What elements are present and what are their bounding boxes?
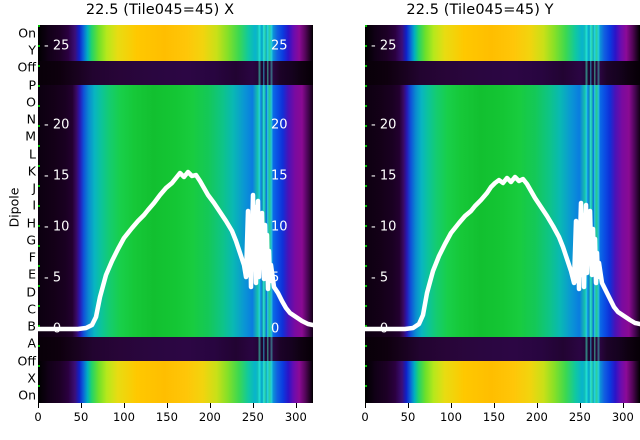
x-tick-label-right-5: 250: [568, 410, 591, 424]
x-tick-right-6: [622, 403, 624, 408]
x-axis-right: 0 50 100 150 200 250 300: [361, 403, 640, 437]
panel-title-y: 22.5 (Tile045=45) Y: [406, 2, 554, 18]
category-axis-left: On Y Off P O N M L K J I H G F E D C B A Off X On: [0, 25, 36, 403]
x-tick-label-right-3: 150: [482, 410, 505, 424]
x-tick-label-left-0: 0: [34, 410, 42, 424]
x-tick-left-5: [252, 403, 254, 408]
left-tick-strip: [365, 25, 367, 403]
band-bottom: [365, 361, 640, 403]
x-tick-label-right-6: 300: [611, 410, 634, 424]
x-tick-label-left-6: 300: [284, 410, 307, 424]
band-bottom: [38, 361, 313, 403]
category-label-left-13: F: [28, 249, 36, 265]
category-label-left-1: Y: [28, 42, 36, 58]
band-upper-gap: [38, 61, 313, 85]
band-upper-gap: [365, 61, 640, 85]
category-label-left-19: Off: [17, 353, 36, 369]
panel-x: 22.5 (Tile045=45) X Dipole - 0 - 5 - 10 …: [0, 2, 313, 437]
x-tick-left-2: [123, 403, 125, 408]
category-label-left-7: L: [29, 146, 36, 162]
x-tick-left-0: [38, 403, 39, 408]
heatmap-axes-x[interactable]: [38, 25, 313, 403]
category-label-left-20: X: [27, 370, 36, 386]
x-tick-label-right-2: 100: [439, 410, 462, 424]
category-label-left-6: M: [25, 128, 36, 144]
category-label-left-0: On: [18, 25, 36, 41]
x-tick-right-1: [407, 403, 409, 408]
category-label-left-11: H: [26, 215, 36, 231]
category-label-left-4: O: [26, 94, 36, 110]
x-tick-label-left-1: 50: [73, 410, 89, 424]
x-tick-label-right-4: 200: [525, 410, 548, 424]
panel-y: 22.5 (Tile045=45) Y - 0 - 5 - 10 - 15 - …: [320, 0, 640, 440]
x-tick-label-left-5: 250: [241, 410, 264, 424]
band-main-body: [38, 85, 313, 337]
category-label-left-2: Off: [17, 59, 36, 75]
x-tick-right-4: [536, 403, 538, 408]
band-lower-gap: [38, 337, 313, 361]
category-label-left-12: G: [26, 232, 36, 248]
x-tick-right-5: [579, 403, 581, 408]
x-tick-left-4: [209, 403, 211, 408]
x-tick-right-0: [365, 403, 366, 408]
band-top: [365, 25, 640, 61]
category-label-left-8: K: [27, 163, 36, 179]
x-tick-label-left-4: 200: [198, 410, 221, 424]
heatmap-axes-y[interactable]: [365, 25, 640, 403]
category-label-left-3: P: [28, 77, 36, 93]
x-tick-left-3: [166, 403, 168, 408]
category-label-left-9: J: [32, 180, 36, 196]
band-top: [38, 25, 313, 61]
category-label-left-15: D: [26, 284, 36, 300]
category-label-left-14: E: [28, 266, 36, 282]
category-label-left-16: C: [27, 301, 36, 317]
x-tick-left-1: [80, 403, 82, 408]
x-tick-label-left-3: 150: [155, 410, 178, 424]
x-axis-left: 0 50 100 150 200 250 300: [34, 403, 313, 437]
band-lower-gap: [365, 337, 640, 361]
x-tick-label-right-1: 50: [400, 410, 416, 424]
band-main-body: [365, 85, 640, 337]
x-tick-label-right-0: 0: [361, 410, 369, 424]
x-tick-label-left-2: 100: [112, 410, 135, 424]
x-tick-left-6: [295, 403, 297, 408]
category-label-left-21: On: [18, 387, 36, 403]
category-label-left-5: N: [26, 111, 36, 127]
category-label-left-18: A: [27, 335, 36, 351]
x-tick-right-2: [450, 403, 452, 408]
category-label-left-17: B: [27, 318, 36, 334]
x-tick-right-3: [493, 403, 495, 408]
panel-title-x: 22.5 (Tile045=45) X: [85, 2, 235, 18]
category-label-left-10: I: [32, 197, 36, 213]
